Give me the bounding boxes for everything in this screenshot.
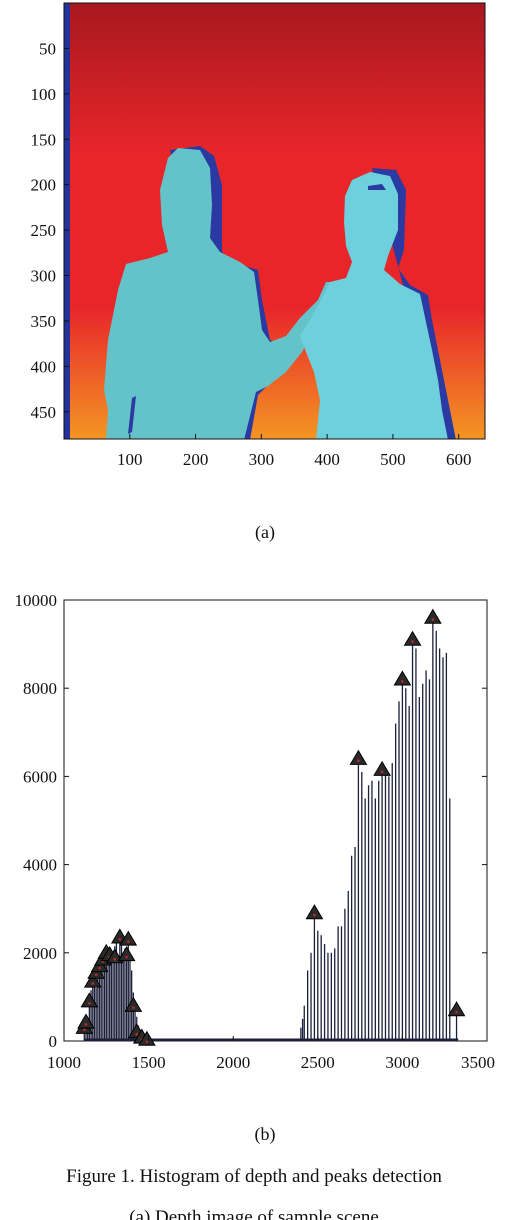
peak-marker — [117, 946, 136, 962]
panel-a-label: (a) — [255, 522, 275, 543]
x-tick-label: 300 — [249, 450, 275, 469]
peak-center-dot — [91, 982, 95, 985]
peak-marker — [83, 972, 102, 988]
peak-marker — [423, 608, 442, 624]
left-person-silhouette — [104, 148, 340, 439]
peak-center-dot — [135, 1032, 139, 1036]
x-tick-label: 1000 — [47, 1053, 81, 1072]
depth-image-y-axis: 50 100 150 200 250 300 350 400 450 — [31, 39, 69, 422]
histogram-frame — [63, 599, 488, 1042]
peak-marker — [138, 1030, 156, 1046]
peak-marker — [305, 904, 324, 920]
x-tick-label: 600 — [446, 450, 472, 469]
peak-marker — [403, 630, 422, 646]
x-tick-label: 1500 — [132, 1053, 166, 1072]
y-tick-label: 300 — [31, 267, 57, 286]
peak-center-dot — [132, 1006, 135, 1010]
peak-center-dot — [94, 973, 98, 976]
peak-marker — [447, 1001, 466, 1017]
y-tick-label: 0 — [49, 1032, 58, 1051]
peak-center-dot — [455, 1010, 458, 1014]
x-tick-label: 400 — [314, 450, 340, 469]
x-tick-label: 500 — [380, 450, 406, 469]
right-person-silhouette — [300, 172, 448, 439]
peak-center-dot — [98, 966, 101, 970]
peak-marker — [80, 992, 99, 1008]
x-tick-label: 2000 — [216, 1053, 250, 1072]
y-tick-label: 400 — [31, 357, 57, 376]
peak-center-dot — [126, 940, 130, 943]
figure-caption-line-1: Figure 1. Histogram of depth and peaks d… — [66, 1166, 442, 1187]
peak-center-dot — [83, 1028, 86, 1032]
x-tick-label: 3500 — [461, 1053, 495, 1072]
peak-marker — [393, 670, 412, 686]
peak-center-dot — [431, 618, 435, 621]
x-tick-label: 200 — [183, 450, 209, 469]
peak-marker — [124, 996, 143, 1012]
histogram-x-axis: 1000 1500 2000 2500 3000 3500 — [47, 1036, 495, 1072]
y-tick-label: 50 — [39, 39, 56, 58]
peak-center-dot — [88, 1002, 91, 1005]
face-detail-mark — [368, 184, 386, 190]
peak-marker — [119, 930, 138, 946]
peak-center-dot — [118, 938, 122, 941]
panel-b-label: (b) — [255, 1124, 276, 1145]
peak-center-dot — [145, 1040, 149, 1043]
peak-center-dot — [380, 770, 384, 774]
peak-marker — [349, 749, 368, 765]
y-tick-label: 2000 — [23, 944, 57, 963]
y-tick-label: 350 — [31, 312, 57, 331]
peak-center-dot — [113, 957, 117, 961]
peak-center-dot — [84, 1023, 88, 1026]
y-tick-label: 100 — [31, 85, 57, 104]
y-tick-label: 10000 — [15, 591, 58, 610]
x-tick-label: 2500 — [301, 1053, 335, 1072]
peak-center-dot — [411, 640, 414, 643]
peak-center-dot — [401, 680, 404, 683]
y-tick-label: 8000 — [23, 679, 57, 698]
y-tick-label: 6000 — [23, 767, 57, 786]
y-tick-label: 250 — [31, 221, 57, 240]
peak-marker — [77, 1013, 95, 1029]
peak-markers — [75, 608, 466, 1046]
x-tick-label: 100 — [117, 450, 143, 469]
y-tick-label: 4000 — [23, 856, 57, 875]
arm-detail-mark — [128, 396, 136, 434]
peak-center-dot — [357, 759, 360, 763]
image-left-border — [64, 3, 70, 439]
x-tick-label: 3000 — [385, 1053, 419, 1072]
peak-center-dot — [125, 955, 128, 959]
histogram-panel: 0 2000 4000 6000 8000 10000 1000 1500 2000 2500 3… — [15, 591, 496, 1145]
y-tick-label: 200 — [31, 176, 57, 195]
depth-image-x-axis: 100 200 300 400 500 600 — [117, 434, 471, 469]
y-tick-label: 450 — [31, 403, 57, 422]
figure-caption-line-2: (a) Depth image of sample scene — [129, 1207, 379, 1220]
y-tick-label: 150 — [31, 130, 57, 149]
peak-marker — [373, 760, 391, 776]
histogram-y-axis: 0 2000 4000 6000 8000 10000 — [15, 591, 487, 1051]
depth-image-frame — [63, 2, 486, 440]
peak-center-dot — [313, 913, 316, 917]
